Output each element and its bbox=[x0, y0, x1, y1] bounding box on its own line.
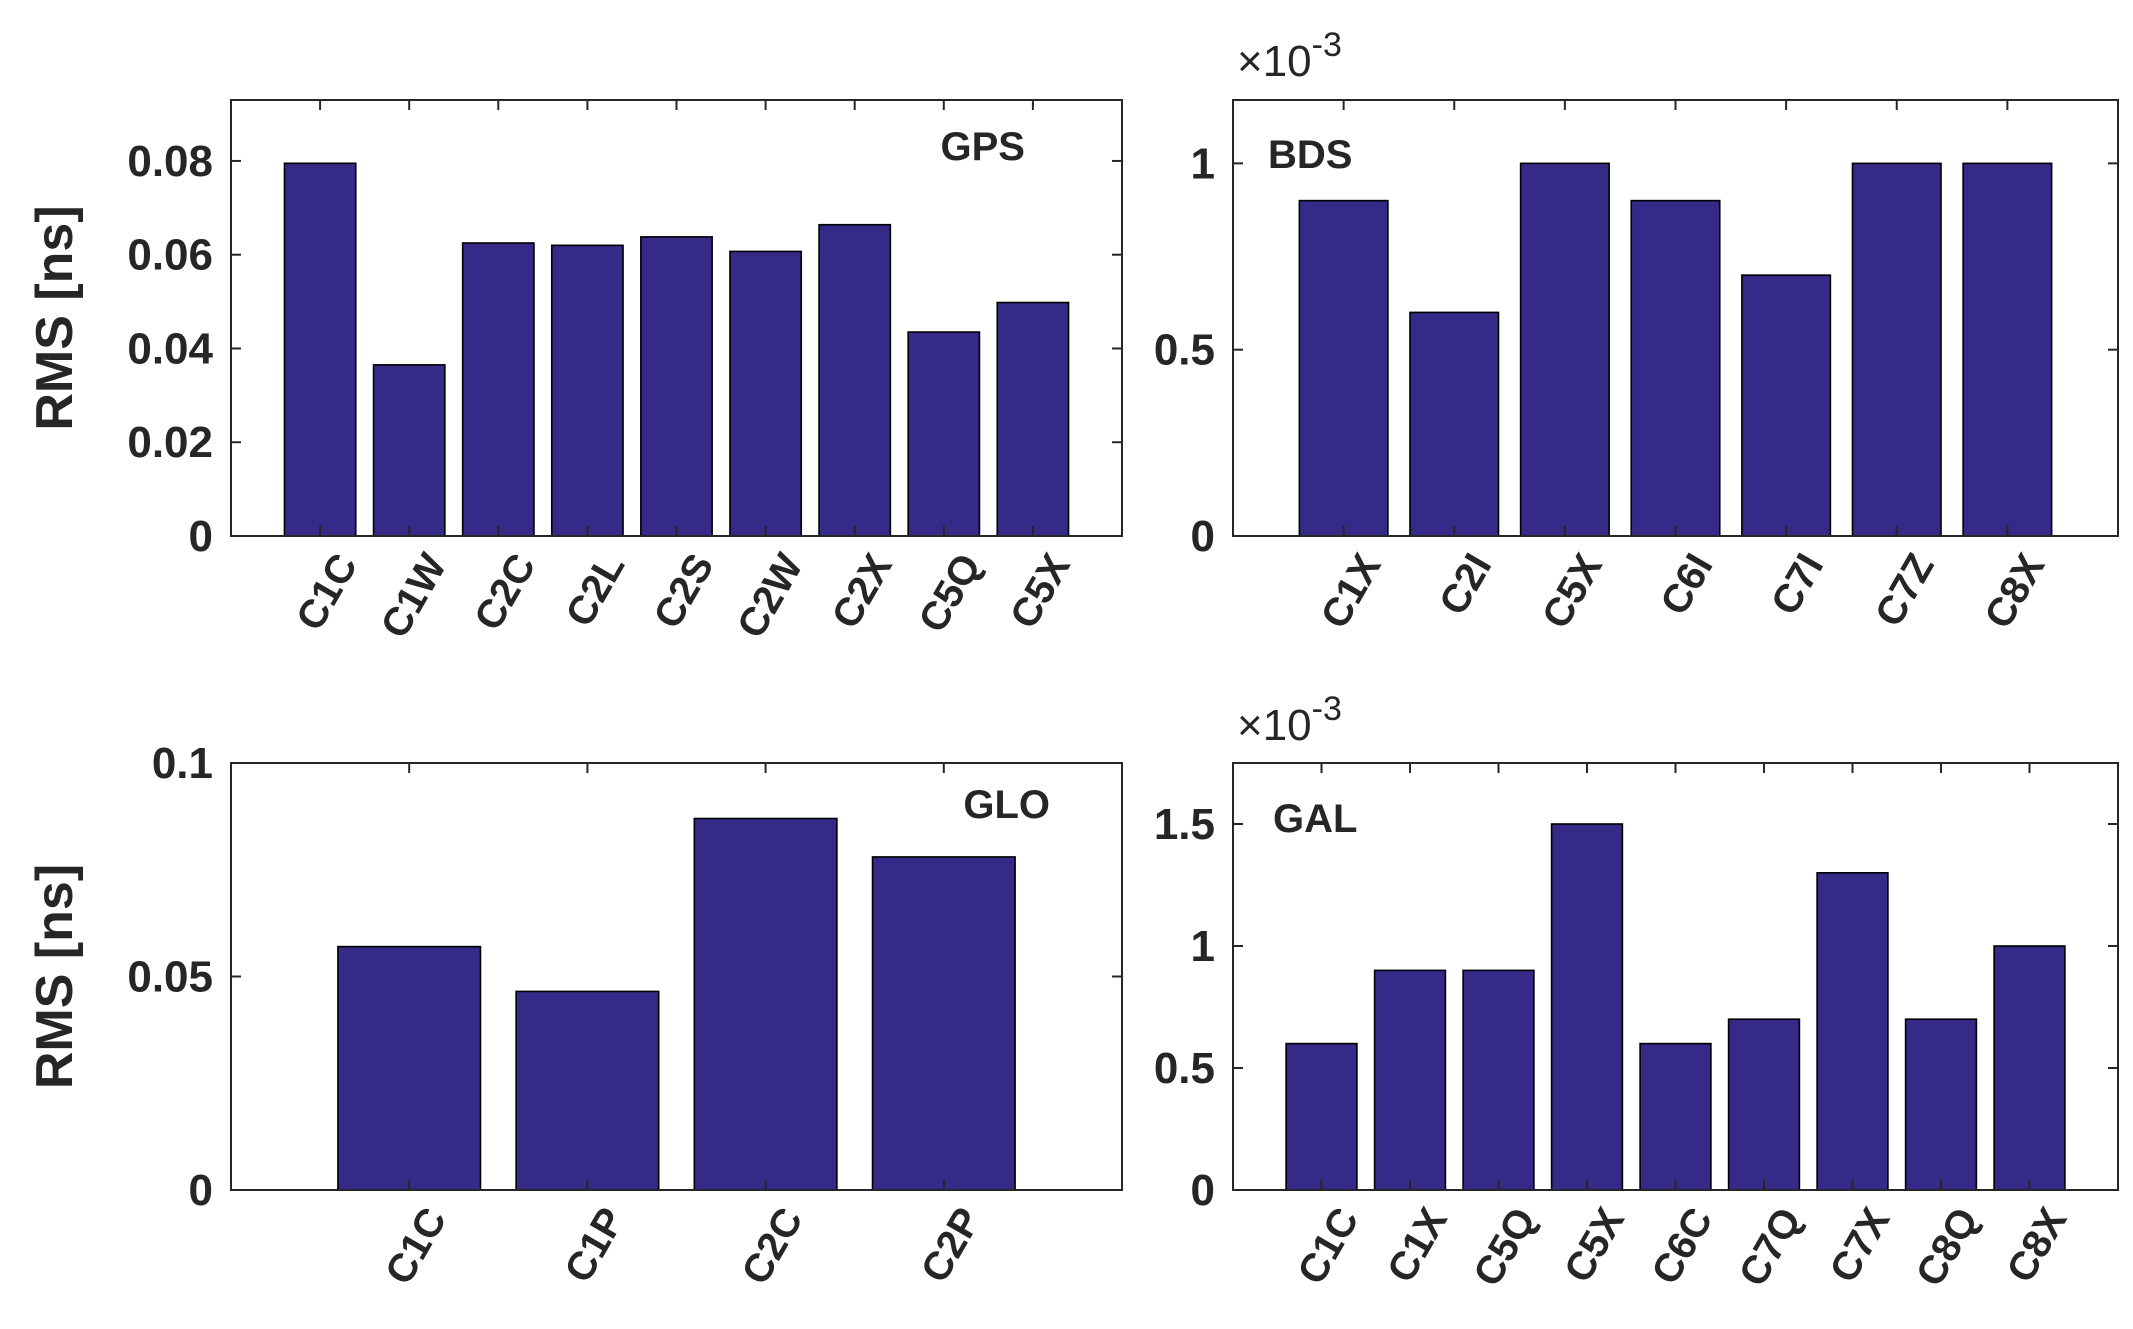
y-tick-label: 0.5 bbox=[1154, 326, 1215, 375]
x-tick-label: C7Z bbox=[1867, 547, 1943, 634]
y-tick-label: 0 bbox=[189, 512, 213, 561]
x-tick-label: C2W bbox=[729, 546, 812, 645]
x-tick-label: C6C bbox=[1643, 1201, 1721, 1292]
x-tick-label: C1X bbox=[1313, 546, 1390, 636]
y-tick-label: 0 bbox=[189, 1166, 213, 1215]
x-tick-label: C2L bbox=[558, 547, 634, 634]
x-tick-label: C5Q bbox=[911, 547, 990, 640]
bar-c1c bbox=[283, 162, 357, 537]
bar-c8q bbox=[1904, 1018, 1978, 1191]
x-tick-label: C2P bbox=[913, 1201, 990, 1290]
x-tick-label: C1P bbox=[556, 1201, 633, 1290]
chart-gal: 0 0.5 1 1.5 C1C C1X C5Q C5X C6C C7Q C7X C8Q C8X GAL ×1… bbox=[1154, 690, 2119, 1294]
bar-c2w bbox=[729, 250, 803, 537]
y-tick-label: 1 bbox=[1191, 922, 1215, 971]
x-tick-label: C1C bbox=[1289, 1201, 1367, 1292]
x-tick-label: C8Q bbox=[1908, 1201, 1987, 1294]
y-tick-label: 0 bbox=[1191, 1166, 1215, 1215]
y-tick-label: 1.5 bbox=[1154, 800, 1215, 849]
bar-c2l bbox=[550, 244, 624, 537]
bar-c2c bbox=[693, 817, 838, 1191]
y-axis-label: RMS [ns] bbox=[26, 205, 84, 430]
bar-c1c bbox=[337, 945, 482, 1191]
x-tick-label: C8X bbox=[1999, 1200, 2076, 1290]
bar-c7i bbox=[1741, 274, 1832, 537]
panel-label: GLO bbox=[963, 783, 1050, 827]
x-tick-label: C2C bbox=[734, 1201, 812, 1292]
y-axis-label: RMS [ns] bbox=[26, 864, 84, 1089]
bar-c1x bbox=[1298, 199, 1389, 537]
bar-c1p bbox=[515, 990, 660, 1191]
y-tick-label: 0.05 bbox=[127, 953, 213, 1002]
bar-c6i bbox=[1630, 199, 1721, 537]
x-tick-label: C7I bbox=[1763, 547, 1832, 623]
x-tick-label: C2I bbox=[1431, 547, 1500, 623]
bar-c8x bbox=[1993, 945, 2066, 1191]
bar-c1c bbox=[1285, 1042, 1358, 1191]
panel-label: GAL bbox=[1273, 797, 1357, 841]
bar-c5x bbox=[996, 301, 1070, 537]
y-tick-label: 0 bbox=[1191, 512, 1215, 561]
x-tick-label: C5X bbox=[1534, 546, 1611, 636]
x-tick-label: C7Q bbox=[1731, 1201, 1810, 1294]
y-tick-label: 0.08 bbox=[127, 137, 213, 186]
bar-c5x bbox=[1519, 162, 1610, 537]
chart-bds: 0 0.5 1 C1X C2I C5X C6I C7I C7Z C8X BDS ×10-3 bbox=[1154, 26, 2119, 636]
bar-c2c bbox=[461, 242, 535, 537]
x-tick-label: C1W bbox=[373, 546, 456, 645]
x-tick-label: C7X bbox=[1822, 1200, 1899, 1290]
x-tick-label: C2C bbox=[466, 547, 544, 638]
bar-c7z bbox=[1851, 162, 1942, 537]
x-tick-label: C1X bbox=[1379, 1200, 1456, 1290]
y-tick-label: 0.02 bbox=[127, 418, 213, 467]
y-tick-label: 0.04 bbox=[127, 324, 213, 373]
bar-c2s bbox=[640, 236, 713, 537]
bar-c2i bbox=[1409, 311, 1500, 537]
y-tick-label: 0.1 bbox=[152, 739, 213, 788]
x-tick-label: C5Q bbox=[1465, 1201, 1544, 1294]
x-tick-label: C6I bbox=[1652, 547, 1721, 623]
bar-c5q bbox=[907, 331, 981, 537]
bar-c5x bbox=[1550, 823, 1624, 1191]
x-tick-label: C5X bbox=[1002, 546, 1079, 636]
y-tick-label: 0.5 bbox=[1154, 1044, 1215, 1093]
bar-c7x bbox=[1816, 871, 1889, 1191]
y-exponent: ×10-3 bbox=[1237, 26, 1342, 86]
y-tick-label: 0.06 bbox=[127, 231, 213, 280]
bar-c1w bbox=[372, 364, 446, 537]
y-tick-label: 1 bbox=[1191, 139, 1215, 188]
bar-c7q bbox=[1727, 1018, 1801, 1191]
x-tick-label: C2X bbox=[824, 546, 901, 636]
panel-label: GPS bbox=[941, 125, 1025, 169]
bar-c1x bbox=[1373, 969, 1447, 1191]
x-tick-label: C2S bbox=[646, 547, 723, 636]
x-tick-label: C1C bbox=[377, 1201, 455, 1292]
x-tick-label: C5X bbox=[1556, 1200, 1633, 1290]
bar-c6c bbox=[1639, 1042, 1712, 1191]
panel-label: BDS bbox=[1268, 133, 1352, 177]
bar-c8x bbox=[1962, 162, 2053, 537]
bar-c2x bbox=[818, 223, 892, 537]
x-tick-label: C8X bbox=[1976, 546, 2053, 636]
bar-c2p bbox=[871, 856, 1016, 1191]
bar-c5q bbox=[1462, 969, 1535, 1191]
y-exponent: ×10-3 bbox=[1237, 690, 1342, 750]
chart-glo: 0 0.05 0.1 C1C C1P C2C C2P GLO RMS [ns] bbox=[26, 739, 1123, 1292]
x-tick-label: C1C bbox=[288, 547, 366, 638]
